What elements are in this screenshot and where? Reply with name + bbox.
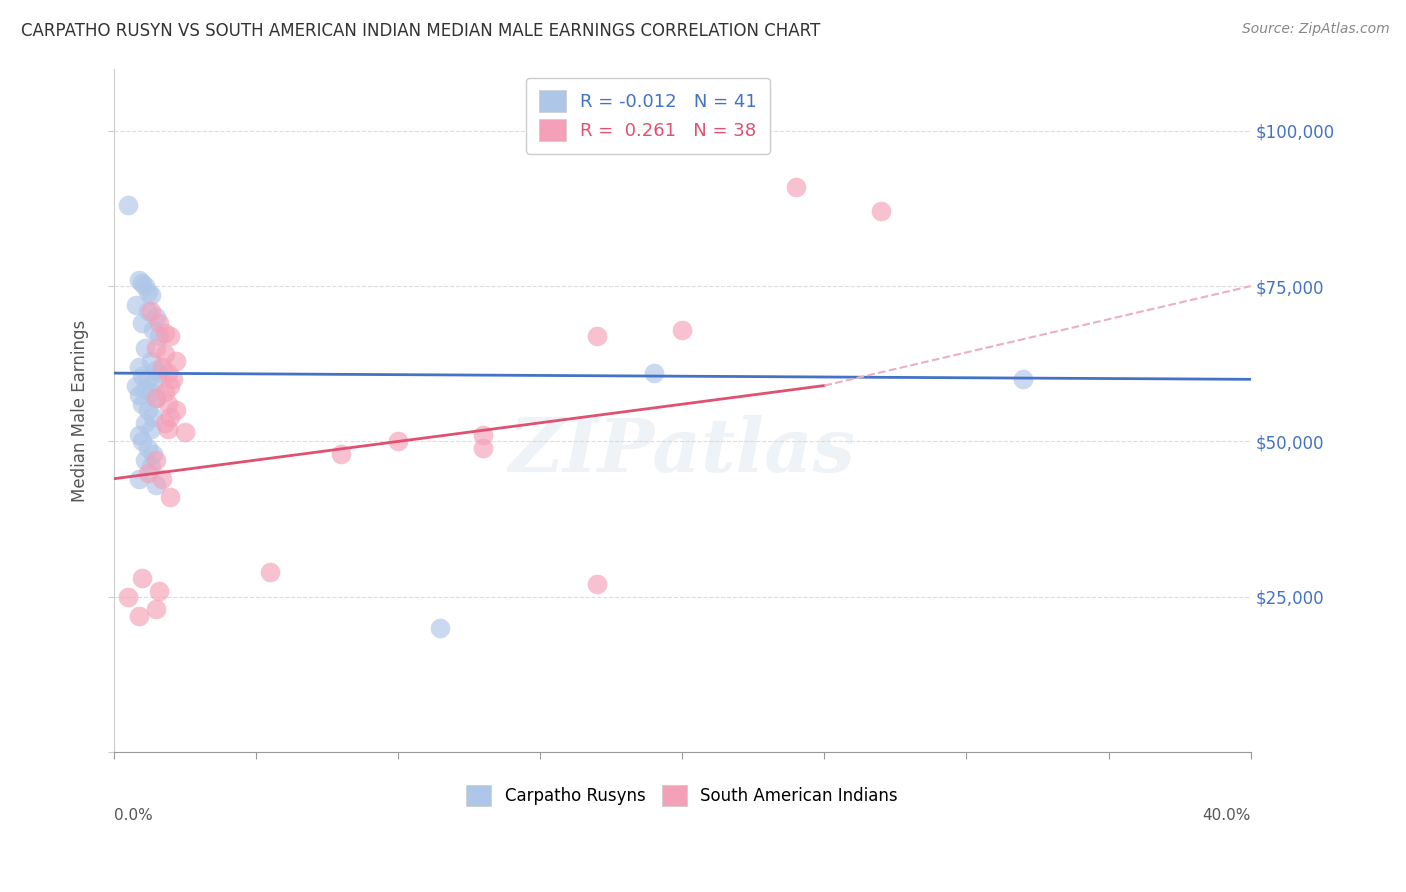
Point (153, 326, 176, 340)
Point (145, 310, 167, 325)
Point (153, 347, 176, 361)
Point (173, 425, 195, 439)
Point (139, 459, 162, 474)
Point (128, 388, 150, 402)
Point (148, 583, 170, 598)
Point (159, 378, 181, 392)
Point (142, 376, 165, 390)
Point (131, 276, 153, 290)
Point (150, 359, 173, 374)
Text: 0.0%: 0.0% (114, 808, 152, 823)
Point (128, 472, 150, 486)
Point (136, 285, 159, 300)
Legend: Carpatho Rusyns, South American Indians: Carpatho Rusyns, South American Indians (460, 779, 904, 813)
Point (153, 384, 176, 399)
Point (125, 378, 148, 392)
Point (156, 397, 179, 411)
Point (131, 369, 153, 384)
Point (148, 317, 170, 331)
Point (145, 391, 167, 405)
Point (136, 441, 159, 455)
Point (643, 366, 665, 380)
Point (156, 366, 179, 380)
Point (429, 621, 451, 635)
Point (134, 382, 156, 396)
Point (145, 391, 167, 405)
Point (136, 466, 159, 480)
Point (134, 279, 156, 293)
Point (145, 602, 167, 616)
Point (131, 434, 153, 449)
Point (150, 472, 173, 486)
Point (671, 322, 693, 336)
Point (156, 422, 179, 436)
Point (142, 409, 165, 424)
Point (117, 590, 139, 604)
Point (128, 428, 150, 442)
Point (165, 353, 187, 368)
Point (139, 353, 162, 368)
Point (586, 577, 609, 591)
Point (159, 409, 181, 424)
Point (472, 441, 495, 455)
Point (128, 273, 150, 287)
Point (387, 434, 409, 449)
Point (586, 328, 609, 343)
Point (148, 366, 170, 380)
Point (131, 571, 153, 585)
Point (136, 403, 159, 417)
Point (142, 322, 165, 336)
Point (159, 491, 181, 505)
Point (134, 453, 156, 467)
Point (139, 288, 162, 302)
Point (131, 317, 153, 331)
Point (145, 453, 167, 467)
Point (870, 204, 893, 219)
Point (136, 304, 159, 318)
Point (785, 179, 807, 194)
Point (145, 478, 167, 492)
Point (142, 447, 165, 461)
Point (472, 428, 495, 442)
Point (139, 422, 162, 436)
Point (259, 565, 281, 579)
Point (117, 198, 139, 212)
Point (131, 397, 153, 411)
Point (136, 372, 159, 386)
Point (125, 298, 148, 312)
Y-axis label: Median Male Earnings: Median Male Earnings (72, 319, 89, 501)
Point (330, 447, 353, 461)
Point (134, 341, 156, 355)
Point (128, 608, 150, 623)
Text: ZIPatlas: ZIPatlas (509, 415, 856, 488)
Text: 40.0%: 40.0% (1202, 808, 1251, 823)
Text: CARPATHO RUSYN VS SOUTH AMERICAN INDIAN MEDIAN MALE EARNINGS CORRELATION CHART: CARPATHO RUSYN VS SOUTH AMERICAN INDIAN … (21, 22, 820, 40)
Point (1012, 372, 1035, 386)
Point (128, 359, 150, 374)
Point (162, 372, 184, 386)
Point (153, 416, 176, 430)
Point (145, 363, 167, 377)
Text: Source: ZipAtlas.com: Source: ZipAtlas.com (1241, 22, 1389, 37)
Point (165, 403, 187, 417)
Point (145, 341, 167, 355)
Point (159, 328, 181, 343)
Point (139, 304, 162, 318)
Point (139, 384, 162, 399)
Point (134, 416, 156, 430)
Point (148, 328, 170, 343)
